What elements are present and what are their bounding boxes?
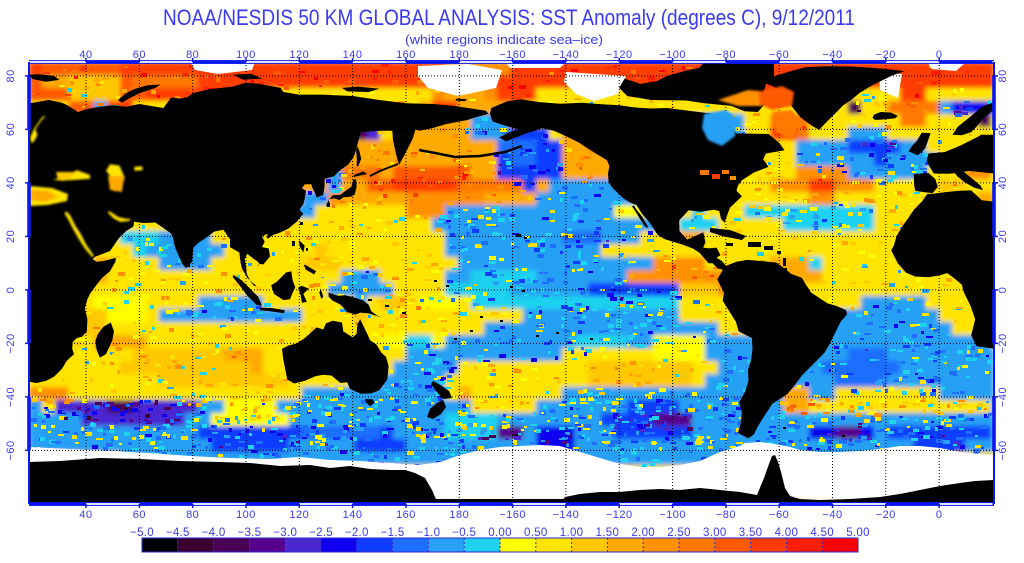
svg-text:3.50: 3.50	[739, 527, 763, 539]
svg-text:2.00: 2.00	[631, 527, 655, 539]
svg-text:1.50: 1.50	[596, 527, 620, 539]
svg-text:−160: −160	[499, 509, 526, 521]
svg-text:80: 80	[997, 69, 1009, 82]
svg-text:0: 0	[5, 287, 17, 294]
svg-text:NOAA/NESDIS 50 KM GLOBAL ANALY: NOAA/NESDIS 50 KM GLOBAL ANALYSIS: SST A…	[163, 5, 855, 30]
svg-text:120: 120	[289, 509, 309, 521]
svg-text:−40: −40	[822, 509, 842, 521]
svg-text:−40: −40	[822, 49, 842, 61]
svg-text:60: 60	[133, 49, 146, 61]
svg-text:−20: −20	[876, 509, 896, 521]
svg-text:−2.5: −2.5	[309, 527, 333, 539]
svg-text:80: 80	[186, 509, 199, 521]
svg-text:100: 100	[236, 49, 256, 61]
svg-text:20: 20	[997, 230, 1009, 243]
svg-text:−60: −60	[769, 49, 789, 61]
svg-text:140: 140	[343, 49, 363, 61]
svg-text:4.50: 4.50	[810, 527, 834, 539]
svg-text:60: 60	[997, 123, 1009, 136]
svg-text:−4.0: −4.0	[202, 527, 226, 539]
svg-text:−120: −120	[606, 49, 633, 61]
svg-text:60: 60	[133, 509, 146, 521]
svg-text:−2.0: −2.0	[345, 527, 369, 539]
svg-text:−3.5: −3.5	[237, 527, 261, 539]
svg-text:−5.0: −5.0	[130, 527, 154, 539]
svg-text:2.50: 2.50	[667, 527, 691, 539]
svg-text:0: 0	[936, 49, 943, 61]
svg-text:140: 140	[343, 509, 363, 521]
svg-text:−100: −100	[659, 49, 686, 61]
svg-text:−1.5: −1.5	[381, 527, 405, 539]
svg-text:80: 80	[5, 69, 17, 82]
svg-text:−60: −60	[5, 440, 17, 460]
svg-text:−20: −20	[5, 333, 17, 353]
svg-text:−20: −20	[997, 333, 1009, 353]
svg-text:0.00: 0.00	[488, 527, 512, 539]
svg-text:20: 20	[5, 230, 17, 243]
svg-text:160: 160	[396, 509, 416, 521]
svg-text:40: 40	[79, 49, 92, 61]
svg-text:0: 0	[997, 287, 1009, 294]
svg-text:40: 40	[997, 176, 1009, 189]
svg-text:−80: −80	[716, 49, 736, 61]
svg-text:100: 100	[236, 509, 256, 521]
svg-text:1.00: 1.00	[560, 527, 584, 539]
svg-text:5.00: 5.00	[846, 527, 870, 539]
svg-text:−1.0: −1.0	[416, 527, 440, 539]
svg-text:−20: −20	[876, 49, 896, 61]
svg-text:−120: −120	[606, 509, 633, 521]
svg-text:180: 180	[449, 49, 469, 61]
svg-text:−140: −140	[553, 509, 580, 521]
svg-text:−4.5: −4.5	[166, 527, 190, 539]
svg-text:60: 60	[5, 123, 17, 136]
svg-text:−40: −40	[5, 387, 17, 407]
svg-text:0.50: 0.50	[524, 527, 548, 539]
svg-text:0: 0	[936, 509, 943, 521]
svg-text:180: 180	[449, 509, 469, 521]
svg-text:4.00: 4.00	[775, 527, 799, 539]
svg-text:−60: −60	[769, 509, 789, 521]
svg-text:40: 40	[79, 509, 92, 521]
svg-text:−160: −160	[499, 49, 526, 61]
svg-text:160: 160	[396, 49, 416, 61]
svg-text:80: 80	[186, 49, 199, 61]
svg-text:120: 120	[289, 49, 309, 61]
svg-text:−0.5: −0.5	[452, 527, 476, 539]
svg-text:−3.0: −3.0	[273, 527, 297, 539]
svg-text:−100: −100	[659, 509, 686, 521]
svg-text:−40: −40	[997, 387, 1009, 407]
svg-text:−140: −140	[553, 49, 580, 61]
svg-text:3.00: 3.00	[703, 527, 727, 539]
svg-text:40: 40	[5, 176, 17, 189]
svg-text:−60: −60	[997, 440, 1009, 460]
svg-text:−80: −80	[716, 509, 736, 521]
svg-text:(white regions indicate sea–ic: (white regions indicate sea–ice)	[405, 33, 603, 47]
